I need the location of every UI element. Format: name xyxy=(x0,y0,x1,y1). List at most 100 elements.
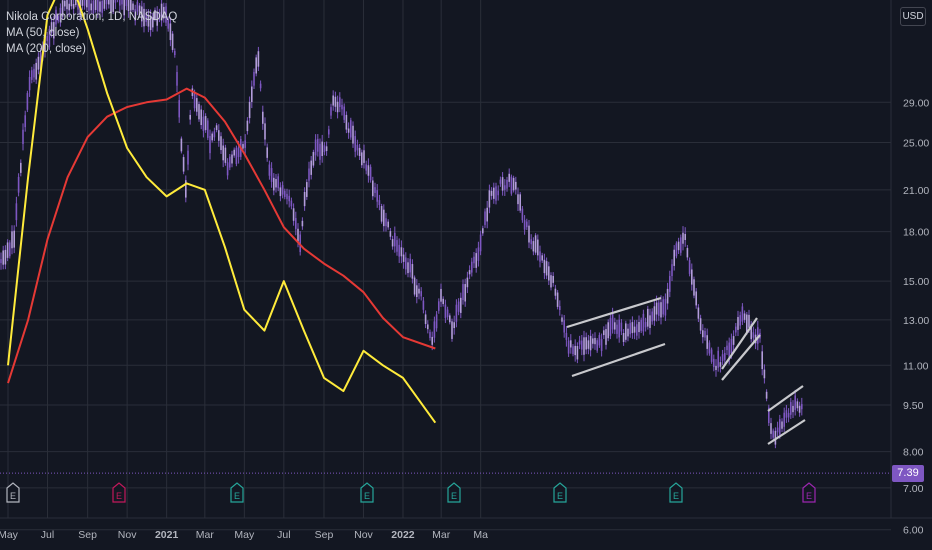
time-tick-label: Sep xyxy=(315,529,334,541)
candle-body xyxy=(499,179,502,184)
candle-body xyxy=(715,365,717,370)
ma-50-line xyxy=(7,0,437,424)
candle-body xyxy=(457,301,460,312)
ma-200-legend[interactable]: MA (200, close) xyxy=(6,43,86,55)
candle-body xyxy=(763,369,766,379)
candle-body xyxy=(750,324,752,340)
candle-body xyxy=(207,120,209,138)
candle-body xyxy=(574,345,576,356)
candle-body xyxy=(86,0,88,8)
candle-body xyxy=(323,145,326,153)
candle-body xyxy=(565,332,568,340)
ma-50-legend[interactable]: MA (50, close) xyxy=(6,27,80,39)
candle-body xyxy=(471,261,473,273)
candle-body xyxy=(352,125,354,144)
candle-body xyxy=(677,241,680,251)
candle-body xyxy=(554,288,557,296)
candle-body xyxy=(688,259,691,274)
candle-body xyxy=(185,180,187,198)
time-tick-label: Mar xyxy=(432,529,451,541)
candle-body xyxy=(735,326,737,333)
candle-body xyxy=(202,116,205,131)
candle-body xyxy=(682,232,684,244)
candle-body xyxy=(402,254,405,262)
candle-body xyxy=(761,351,763,370)
candle-body xyxy=(746,314,748,333)
candle-body xyxy=(204,116,207,131)
candle-body xyxy=(396,240,398,252)
candle-body xyxy=(664,298,667,316)
candle-body xyxy=(488,190,491,208)
symbol-title[interactable]: Nikola Corporation, 1D, NASDAQ xyxy=(6,11,178,23)
candle-body xyxy=(530,239,532,245)
candle-body xyxy=(39,52,42,70)
price-axis[interactable]: 6.00 7.00 8.00 9.50 11.00 13.00 15.00 18.00 21.0… xyxy=(903,97,929,536)
candle-body xyxy=(695,291,697,306)
candle-body xyxy=(385,218,387,227)
earnings-icon[interactable]: E xyxy=(112,482,126,503)
candle-body xyxy=(24,115,26,128)
candle-body xyxy=(90,3,92,11)
candle-body xyxy=(730,338,733,354)
earnings-icon[interactable]: E xyxy=(360,482,374,503)
candle-body xyxy=(684,233,686,241)
trendline-drawings[interactable] xyxy=(566,296,806,445)
candle-body xyxy=(66,0,68,10)
candle-body xyxy=(587,340,590,349)
last-price-tag: 7.39 xyxy=(892,464,924,482)
candle-body xyxy=(453,322,455,329)
candle-body xyxy=(446,309,449,317)
candle-body xyxy=(433,321,436,338)
candle-body xyxy=(339,97,341,107)
candle-body xyxy=(719,362,722,367)
candle-body xyxy=(523,220,526,230)
candle-body xyxy=(376,190,378,202)
candle-body xyxy=(517,194,519,205)
time-tick-label: 2022 xyxy=(391,529,415,541)
candle-body xyxy=(675,243,678,257)
candle-body xyxy=(0,259,2,264)
candle-body xyxy=(526,221,528,228)
candle-body xyxy=(464,284,466,302)
candle-body xyxy=(748,314,750,328)
earnings-icon[interactable]: E xyxy=(6,482,20,503)
candle-body xyxy=(125,0,128,7)
candle-body xyxy=(215,125,218,131)
candle-body xyxy=(281,185,284,195)
time-tick-label: Jul xyxy=(41,529,54,541)
candle-body xyxy=(156,11,158,26)
time-tick-label: Nov xyxy=(354,529,373,541)
time-tick-label: Ma xyxy=(473,529,488,541)
earnings-icon[interactable]: E xyxy=(802,482,816,503)
time-axis[interactable]: May Jul Sep Nov 2021 Mar May Jul Sep Nov 2022 Mar Ma xyxy=(0,529,488,541)
candle-body xyxy=(317,138,319,152)
candle-body xyxy=(442,298,444,305)
candle-body xyxy=(200,109,202,126)
candle-body xyxy=(134,9,136,21)
earnings-icon[interactable]: E xyxy=(230,482,244,503)
candle-body xyxy=(365,164,367,171)
earnings-icon[interactable]: E xyxy=(669,482,683,503)
candle-body xyxy=(796,401,799,409)
earnings-icon[interactable]: E xyxy=(447,482,461,503)
candle-body xyxy=(198,104,200,120)
candle-body xyxy=(61,0,64,17)
candle-body xyxy=(717,350,719,368)
candle-body xyxy=(169,23,172,41)
earnings-icon[interactable]: E xyxy=(553,482,567,503)
candle-body xyxy=(431,336,433,345)
candle-body xyxy=(671,264,673,277)
candle-body xyxy=(708,342,711,354)
currency-button[interactable]: USD xyxy=(900,7,926,26)
candle-body xyxy=(506,179,508,189)
price-tick-label: 8.00 xyxy=(903,447,924,459)
price-tick-label: 15.00 xyxy=(903,276,929,288)
candle-body xyxy=(97,0,99,12)
candle-body xyxy=(739,315,741,326)
candle-body xyxy=(752,332,755,338)
candle-body xyxy=(356,144,359,151)
candle-body xyxy=(622,333,625,342)
candle-body xyxy=(347,128,350,133)
